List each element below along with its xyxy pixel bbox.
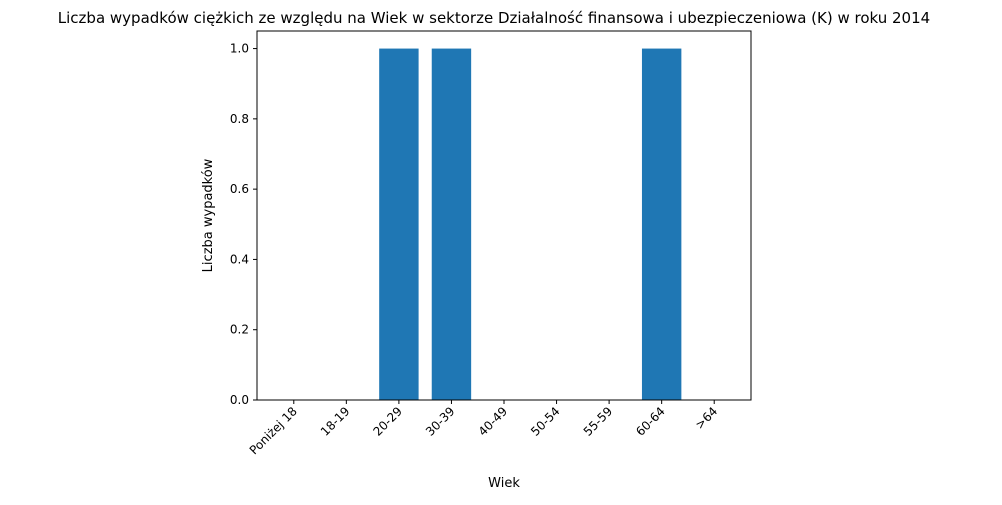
y-axis: 0.0 0.2 0.4 0.6 0.8 1.0 <box>230 42 257 407</box>
bar-2 <box>379 48 419 400</box>
y-axis-label: Liczba wypadków <box>201 158 216 272</box>
x-tick-label-3: 30-39 <box>423 404 458 439</box>
bar-3 <box>431 48 472 400</box>
x-tick-label-4: 40-49 <box>476 404 511 439</box>
y-tick-label-3: 0.6 <box>230 182 249 196</box>
y-tick-label-1: 0.2 <box>230 323 249 337</box>
x-tick-label-6: 55-59 <box>581 404 616 439</box>
y-tick-label-0: 0.0 <box>230 393 249 407</box>
x-axis-label: Wiek <box>488 476 520 491</box>
x-tick-label-5: 50-54 <box>528 404 563 439</box>
y-tick-label-5: 1.0 <box>230 42 249 56</box>
x-tick-label-2: 20-29 <box>370 404 405 439</box>
x-axis: Poniżej 18 18-19 20-29 30-39 40-49 50-54 55-59… <box>247 400 721 457</box>
bars-group <box>379 48 682 400</box>
chart-title: Liczba wypadków ciężkich ze względu na W… <box>58 9 930 27</box>
x-tick-label-1: 18-19 <box>318 404 353 439</box>
plot-frame <box>256 30 752 401</box>
x-tick-label-8: >64 <box>693 404 721 432</box>
y-tick-label-4: 0.8 <box>230 112 249 126</box>
x-tick-label-7: 60-64 <box>633 404 668 439</box>
bar-7 <box>641 48 682 400</box>
y-tick-label-2: 0.4 <box>230 252 249 266</box>
x-tick-label-0: Poniżej 18 <box>247 404 300 457</box>
